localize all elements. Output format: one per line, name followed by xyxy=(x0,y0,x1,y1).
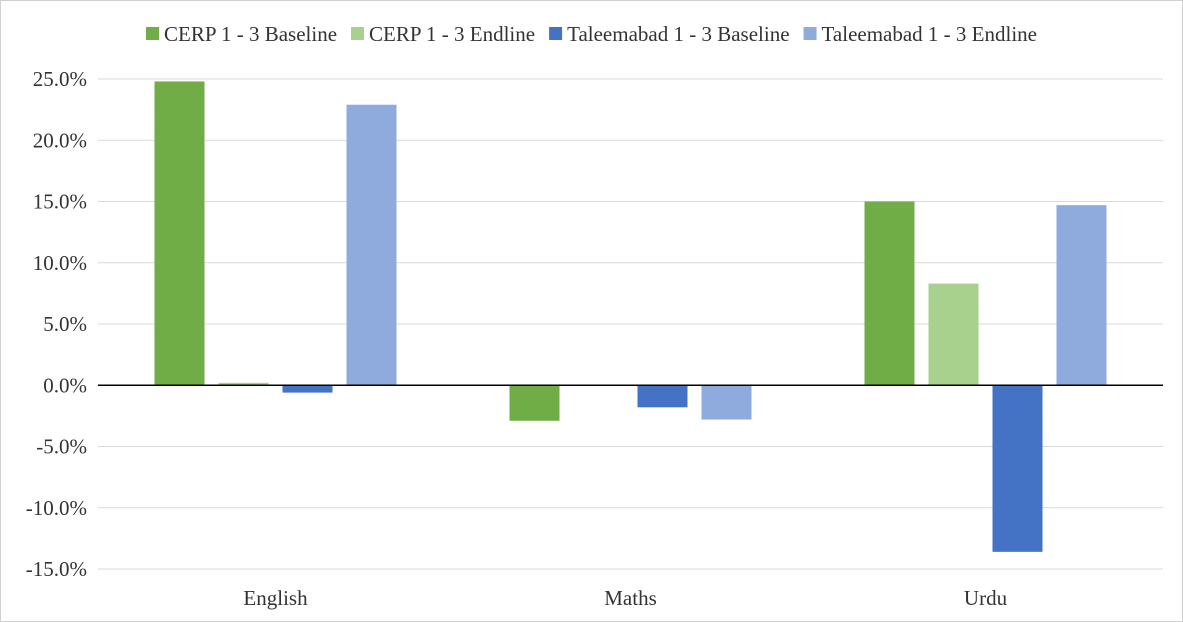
x-axis-category-labels: English Maths Urdu xyxy=(243,586,1007,610)
bar xyxy=(701,385,752,420)
legend-item: Taleemabad 1 - 3 Endline xyxy=(803,22,1037,46)
bar xyxy=(218,382,269,386)
x-category-label: Maths xyxy=(604,586,657,610)
y-tick-label: 20.0% xyxy=(33,128,87,152)
y-tick-label: -15.0% xyxy=(26,557,87,581)
y-tick-label: 15.0% xyxy=(33,190,87,214)
legend-swatch xyxy=(549,27,563,40)
x-category-label: English xyxy=(243,586,308,610)
legend-item: CERP 1 - 3 Baseline xyxy=(145,22,337,46)
y-tick-label: 5.0% xyxy=(43,312,87,336)
legend-label: Taleemabad 1 - 3 Baseline xyxy=(567,22,789,46)
gridlines xyxy=(98,78,1163,570)
x-category-label: Urdu xyxy=(964,586,1008,610)
y-axis-tick-labels: 25.0% 20.0% 15.0% 10.0% 5.0% 0.0% -5.0% -10.0% -… xyxy=(26,67,87,581)
y-tick-label: -10.0% xyxy=(26,496,87,520)
y-tick-label: -5.0% xyxy=(36,435,87,459)
legend-swatch xyxy=(803,27,817,40)
bar xyxy=(1056,205,1107,386)
legend-label: CERP 1 - 3 Endline xyxy=(369,22,535,46)
legend-label: CERP 1 - 3 Baseline xyxy=(164,22,337,46)
legend-swatch xyxy=(145,27,159,40)
bar xyxy=(864,201,915,386)
legend-item: Taleemabad 1 - 3 Baseline xyxy=(549,22,790,46)
bar xyxy=(928,283,979,386)
bar xyxy=(154,81,205,386)
legend: CERP 1 - 3 Baseline CERP 1 - 3 Endline Tal… xyxy=(145,22,1037,46)
bars xyxy=(154,81,1107,552)
legend-item: CERP 1 - 3 Endline xyxy=(351,22,535,46)
legend-swatch xyxy=(351,27,365,40)
bar xyxy=(992,385,1043,552)
legend-label: Taleemabad 1 - 3 Endline xyxy=(822,22,1037,46)
bar xyxy=(282,385,333,393)
bar xyxy=(346,104,397,386)
y-tick-label: 25.0% xyxy=(33,67,87,91)
y-tick-label: 0.0% xyxy=(43,373,87,397)
bar xyxy=(637,385,688,408)
bar xyxy=(509,385,560,421)
y-tick-label: 10.0% xyxy=(33,251,87,275)
